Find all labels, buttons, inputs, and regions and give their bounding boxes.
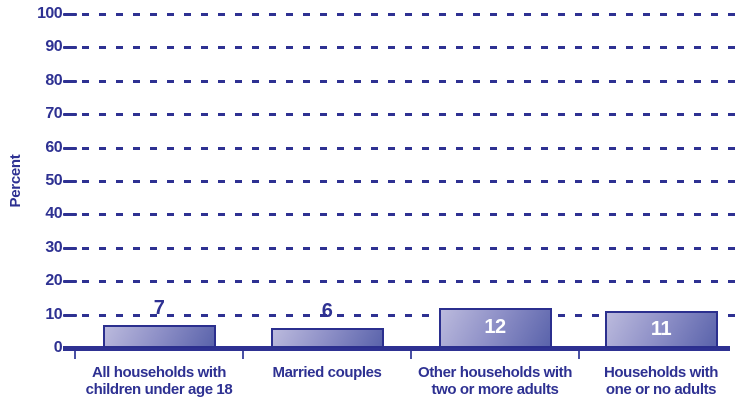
x-axis-tick [242, 351, 244, 359]
x-axis-tick [410, 351, 412, 359]
y-axis-tick-label: 10 [45, 305, 62, 323]
y-axis-tick [63, 113, 77, 117]
y-axis-tick [63, 146, 77, 150]
bar-value-label: 6 [321, 300, 333, 322]
x-axis-tick [74, 351, 76, 359]
category-label-line: children under age 18 [85, 381, 233, 398]
gridline-dashed [82, 213, 742, 217]
bar [270, 328, 384, 348]
x-axis-line [63, 346, 730, 351]
y-axis-tick [63, 180, 77, 183]
y-axis-tick [63, 246, 77, 250]
y-axis-tick-label: 80 [45, 71, 62, 89]
category-label: All households with children under age 18 [64, 364, 254, 398]
gridline-dashed [82, 246, 742, 250]
gridline-dashed [82, 180, 742, 183]
x-axis-tick [578, 351, 580, 359]
category-label: Married couples [232, 364, 422, 381]
category-label: Households with one or no adults [566, 364, 744, 398]
y-axis-tick [63, 280, 77, 284]
category-label-line: Married couples [272, 364, 382, 381]
bar [438, 308, 552, 348]
gridline-dashed [82, 146, 742, 150]
y-axis-tick-label: 40 [45, 205, 62, 223]
gridline-dashed [82, 313, 742, 317]
y-axis-tick-label: 0 [53, 339, 63, 356]
y-axis-tick-label: 70 [45, 105, 62, 123]
category-label-line: two or more adults [431, 381, 559, 398]
gridline-dashed [82, 79, 742, 83]
gridline-dashed [82, 13, 742, 16]
category-label-line: Other households with [417, 364, 573, 381]
bar-value-label: 7 [153, 297, 165, 319]
category-label-line: Households with [603, 364, 718, 381]
y-axis-tick-label: 100 [37, 5, 63, 22]
y-axis-tick-label: 90 [45, 38, 62, 56]
bar [604, 311, 718, 348]
category-label: Other households with two or more adults [400, 364, 590, 398]
bar-value-label: 11 [650, 317, 672, 340]
gridline-dashed [82, 113, 742, 117]
bar [102, 325, 216, 348]
bar-value-label: 12 [484, 316, 506, 338]
y-axis-tick [63, 46, 77, 50]
y-axis-tick [63, 313, 77, 317]
y-axis-tick-label: 60 [45, 138, 62, 156]
y-axis-tick-label: 30 [45, 238, 62, 256]
category-label-line: All households with [91, 364, 227, 381]
gridline-dashed [82, 46, 742, 50]
y-axis-tick-label: 20 [45, 272, 62, 290]
y-axis-tick [63, 213, 77, 217]
y-axis-tick [63, 79, 77, 83]
category-label-line: one or no adults [605, 381, 717, 398]
y-axis-tick [63, 13, 77, 16]
gridline-dashed [82, 280, 742, 284]
y-axis-tick-label: 50 [45, 172, 62, 189]
